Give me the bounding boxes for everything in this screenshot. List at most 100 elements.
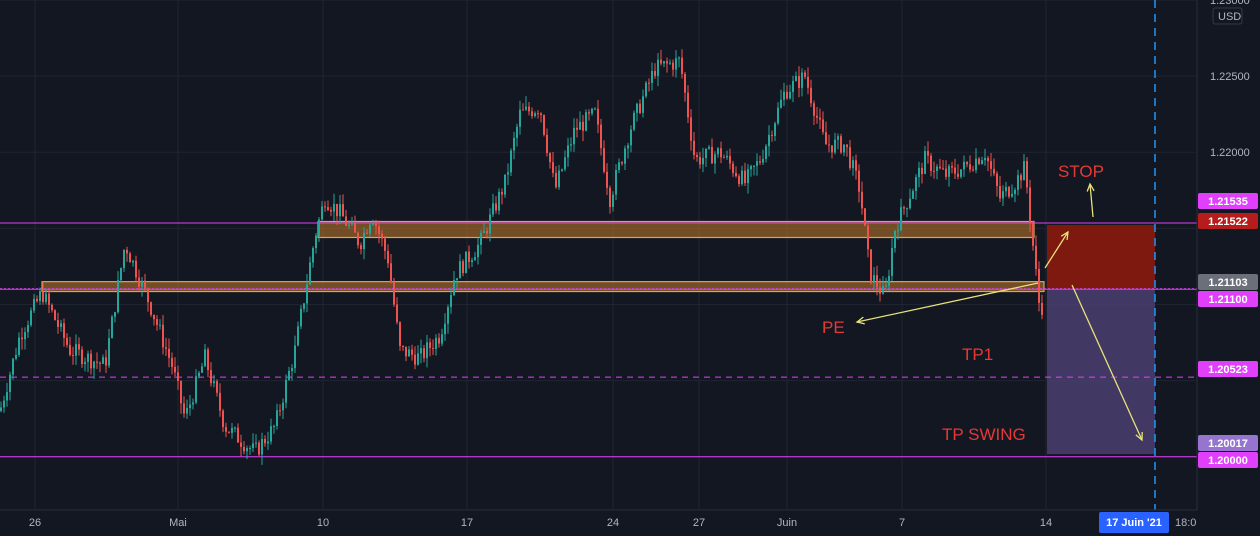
candle-body (105, 357, 107, 366)
price-badge (1198, 291, 1258, 307)
price-badge (1198, 213, 1258, 229)
price-scale[interactable]: 1.23000 1.22500 1.22000 1.20000 USD 1.21535… (1196, 0, 1258, 510)
candle-body (459, 261, 461, 279)
candle-body (141, 280, 143, 287)
candle-body (957, 173, 959, 177)
candle-body (567, 145, 569, 158)
candle-body (678, 57, 680, 59)
candle-body (924, 151, 926, 174)
candle-body (102, 357, 104, 364)
candle-body (348, 224, 350, 226)
candle-body (195, 376, 197, 403)
candle-body (768, 134, 770, 147)
candle-body (186, 407, 188, 414)
candle-body (126, 249, 128, 254)
candle-body (189, 404, 191, 408)
arrow-tp-swing-head (1135, 431, 1143, 442)
price-badge-label: 1.21535 (1208, 196, 1248, 208)
candle-body (1035, 245, 1037, 270)
candle-body (192, 402, 194, 405)
y-tick: 1.22000 (1210, 147, 1250, 159)
candle-body (843, 144, 845, 153)
candle-body (63, 323, 65, 338)
price-badge-label: 1.20000 (1208, 455, 1248, 467)
candle-body (489, 214, 491, 234)
candle-body (273, 426, 275, 428)
candle-body (552, 162, 554, 173)
candle-body (954, 167, 956, 174)
candle-body (648, 82, 650, 84)
short-position-tool[interactable] (1047, 225, 1155, 455)
candle-body (480, 232, 482, 245)
time-scale[interactable]: 26 Mai 10 17 24 27 Juin 7 14 17 Juin '21… (0, 509, 1197, 533)
candle-body (204, 349, 206, 367)
candle-body (609, 187, 611, 207)
price-badge-label: 1.21103 (1208, 277, 1247, 289)
candle-body (120, 268, 122, 281)
candle-body (666, 61, 668, 64)
candle-body (96, 361, 98, 363)
candle-body (570, 144, 572, 146)
candle-body (999, 186, 1001, 199)
candle-body (135, 260, 137, 278)
candle-body (315, 235, 317, 249)
candle-body (138, 277, 140, 287)
candle-body (93, 361, 95, 369)
annotation-tp-swing: TP SWING (942, 425, 1026, 444)
arrow-tp-swing (1071, 284, 1143, 441)
candle-body (996, 173, 998, 187)
candle-body (291, 368, 293, 371)
candle-body (780, 99, 782, 108)
candle-body (906, 208, 908, 210)
candle-body (363, 232, 365, 250)
candle-body (594, 108, 596, 110)
candle-body (930, 155, 932, 171)
candle-body (993, 168, 995, 174)
candle-body (333, 203, 335, 212)
candle-body (528, 106, 530, 112)
candle-body (402, 345, 404, 347)
candle-body (504, 174, 506, 195)
candle-body (582, 121, 584, 131)
candle-body (300, 308, 302, 327)
price-badge (1198, 274, 1258, 290)
candle-body (216, 381, 218, 393)
candle-body (984, 157, 986, 161)
candle-body (201, 366, 203, 373)
candle-body (660, 59, 662, 64)
candle-body (162, 324, 164, 348)
candle-body (423, 348, 425, 359)
candle-body (729, 155, 731, 164)
candle-body (759, 161, 761, 163)
take-profit-box[interactable] (1047, 288, 1155, 455)
candle-body (267, 441, 269, 444)
candle-body (9, 374, 11, 393)
candle-body (1008, 186, 1010, 197)
candle-body (465, 251, 467, 274)
candle-body (783, 91, 785, 100)
candle-body (228, 431, 230, 433)
candle-body (366, 232, 368, 234)
candle-body (147, 288, 149, 303)
candle-body (513, 137, 515, 151)
candle-body (384, 238, 386, 251)
candle-body (411, 349, 413, 355)
zone-upper (317, 220, 1035, 239)
candle-body (936, 166, 938, 172)
candle-body (738, 176, 740, 185)
candle-body (60, 323, 62, 327)
candle-body (762, 158, 764, 163)
candle-body (717, 148, 719, 155)
candle-body (852, 160, 854, 169)
candle-body (207, 349, 209, 371)
candle-body (45, 293, 47, 303)
candle-body (558, 170, 560, 188)
candle-body (54, 310, 56, 321)
candle-body (1032, 222, 1034, 246)
candle-body (213, 381, 215, 384)
candle-body (375, 223, 377, 227)
candle-body (969, 164, 971, 170)
candle-body (1023, 161, 1025, 181)
candle-body (645, 82, 647, 97)
